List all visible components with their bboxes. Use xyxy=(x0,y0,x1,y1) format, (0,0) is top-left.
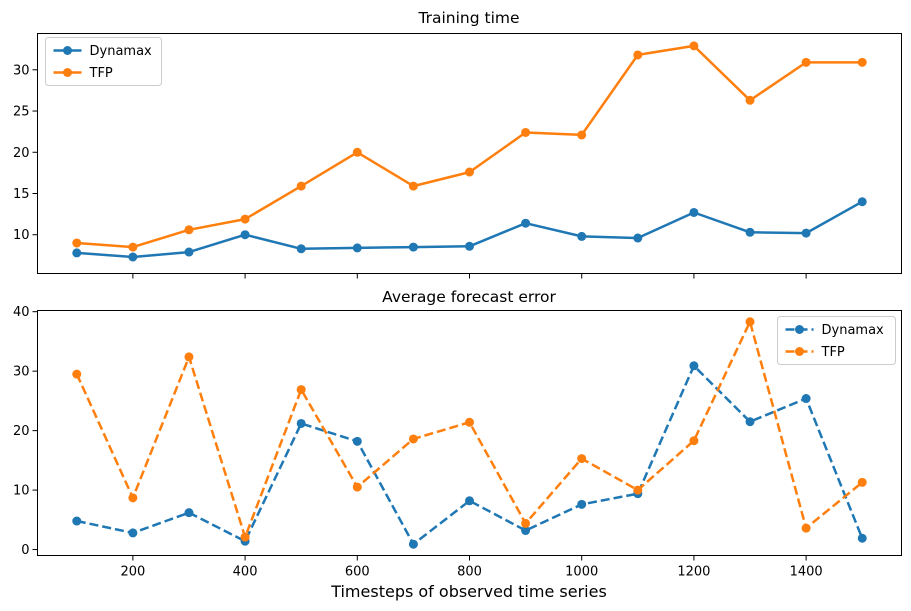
data-point-dynamax xyxy=(521,218,531,228)
axes-frame xyxy=(37,33,902,274)
data-point-tfp xyxy=(72,369,82,379)
data-point-dynamax xyxy=(240,230,250,240)
y-tick-label: 10 xyxy=(13,228,30,243)
training-time-panel: Training time 10 15 20 25 30 Dynamax TFP xyxy=(13,9,902,279)
data-point-dynamax xyxy=(857,197,867,207)
x-tick-label: 400 xyxy=(233,565,258,580)
data-point-dynamax xyxy=(633,233,643,243)
data-point-tfp xyxy=(128,493,138,503)
data-point-dynamax xyxy=(521,526,531,536)
data-point-tfp xyxy=(745,95,755,105)
data-point-dynamax xyxy=(296,244,306,254)
data-point-tfp xyxy=(408,434,418,444)
legend-marker xyxy=(63,46,72,55)
data-point-dynamax xyxy=(296,418,306,428)
forecast-error-panel: Average forecast error 0 10 20 30 40 200 400 60… xyxy=(13,288,902,601)
data-point-dynamax xyxy=(801,394,811,404)
y-tick-label: 30 xyxy=(13,63,30,78)
legend: Dynamax TFP xyxy=(45,37,162,86)
data-point-dynamax xyxy=(465,496,474,506)
data-point-dynamax xyxy=(128,252,138,262)
chart-title: Average forecast error xyxy=(382,288,556,306)
data-point-tfp xyxy=(184,225,194,235)
data-point-tfp xyxy=(689,436,699,446)
legend-label: TFP xyxy=(821,345,845,360)
data-point-dynamax xyxy=(689,207,699,217)
legend-marker xyxy=(795,347,804,356)
plot-area: 0 10 20 30 40 200 400 600 800 1000 1200 1400 xyxy=(13,305,867,580)
data-point-dynamax xyxy=(857,533,867,543)
legend-label: Dynamax xyxy=(90,44,153,59)
data-point-dynamax xyxy=(128,528,138,538)
data-point-tfp xyxy=(465,417,474,427)
data-point-dynamax xyxy=(352,243,362,253)
data-point-dynamax xyxy=(72,248,82,258)
data-point-tfp xyxy=(689,41,699,51)
data-point-tfp xyxy=(72,238,82,248)
plot-area: 10 15 20 25 30 xyxy=(13,41,867,279)
data-point-tfp xyxy=(577,130,587,140)
data-point-tfp xyxy=(296,385,306,395)
legend-label: Dynamax xyxy=(822,323,885,338)
x-tick-label: 1200 xyxy=(677,565,710,580)
data-point-tfp xyxy=(857,477,867,487)
data-point-dynamax xyxy=(72,516,82,526)
chart-title: Training time xyxy=(417,9,519,27)
data-point-dynamax xyxy=(689,361,699,371)
data-point-dynamax xyxy=(801,228,811,238)
data-point-dynamax xyxy=(465,241,474,251)
data-point-tfp xyxy=(465,167,474,177)
data-point-tfp xyxy=(521,518,531,528)
data-point-dynamax xyxy=(745,227,755,237)
x-tick-label: 600 xyxy=(345,565,370,580)
data-point-tfp xyxy=(745,317,755,327)
data-point-dynamax xyxy=(184,247,194,257)
y-tick-label: 20 xyxy=(13,424,30,439)
data-point-dynamax xyxy=(352,436,362,446)
y-tick-label: 30 xyxy=(13,365,30,380)
x-axis-label: Timesteps of observed time series xyxy=(330,582,607,601)
data-point-dynamax xyxy=(184,508,194,518)
y-tick-label: 20 xyxy=(13,146,30,161)
series-line-tfp xyxy=(76,44,863,249)
legend-marker xyxy=(63,68,72,77)
data-point-tfp xyxy=(184,352,194,362)
data-point-dynamax xyxy=(408,539,418,549)
data-point-tfp xyxy=(633,50,643,60)
series-line-dynamax xyxy=(76,364,864,546)
y-tick-label: 40 xyxy=(13,305,30,320)
data-point-dynamax xyxy=(577,231,587,241)
legend-marker xyxy=(795,325,804,334)
data-point-tfp xyxy=(633,485,643,495)
x-tick-label: 200 xyxy=(120,565,145,580)
y-tick-label: 0 xyxy=(21,543,29,558)
data-point-tfp xyxy=(296,181,306,191)
y-tick-label: 25 xyxy=(13,105,30,120)
x-tick-label: 1400 xyxy=(790,565,823,580)
data-point-dynamax xyxy=(408,242,418,252)
data-point-tfp xyxy=(408,181,418,191)
data-point-dynamax xyxy=(745,417,755,427)
axes-frame xyxy=(37,310,902,556)
legend: Dynamax TFP xyxy=(777,316,896,365)
x-tick-label: 800 xyxy=(457,565,482,580)
data-point-tfp xyxy=(128,242,138,252)
data-point-tfp xyxy=(240,532,250,542)
data-point-tfp xyxy=(352,482,362,492)
y-tick-label: 15 xyxy=(13,187,30,202)
data-point-tfp xyxy=(857,57,867,67)
data-point-tfp xyxy=(801,57,811,67)
data-point-tfp xyxy=(352,147,362,157)
y-tick-label: 10 xyxy=(13,484,30,499)
data-point-tfp xyxy=(801,523,811,533)
data-point-tfp xyxy=(577,454,587,464)
data-point-dynamax xyxy=(577,499,587,509)
x-tick-label: 1000 xyxy=(565,565,598,580)
legend-label: TFP xyxy=(89,66,113,81)
data-point-tfp xyxy=(240,214,250,224)
data-point-tfp xyxy=(521,127,531,137)
